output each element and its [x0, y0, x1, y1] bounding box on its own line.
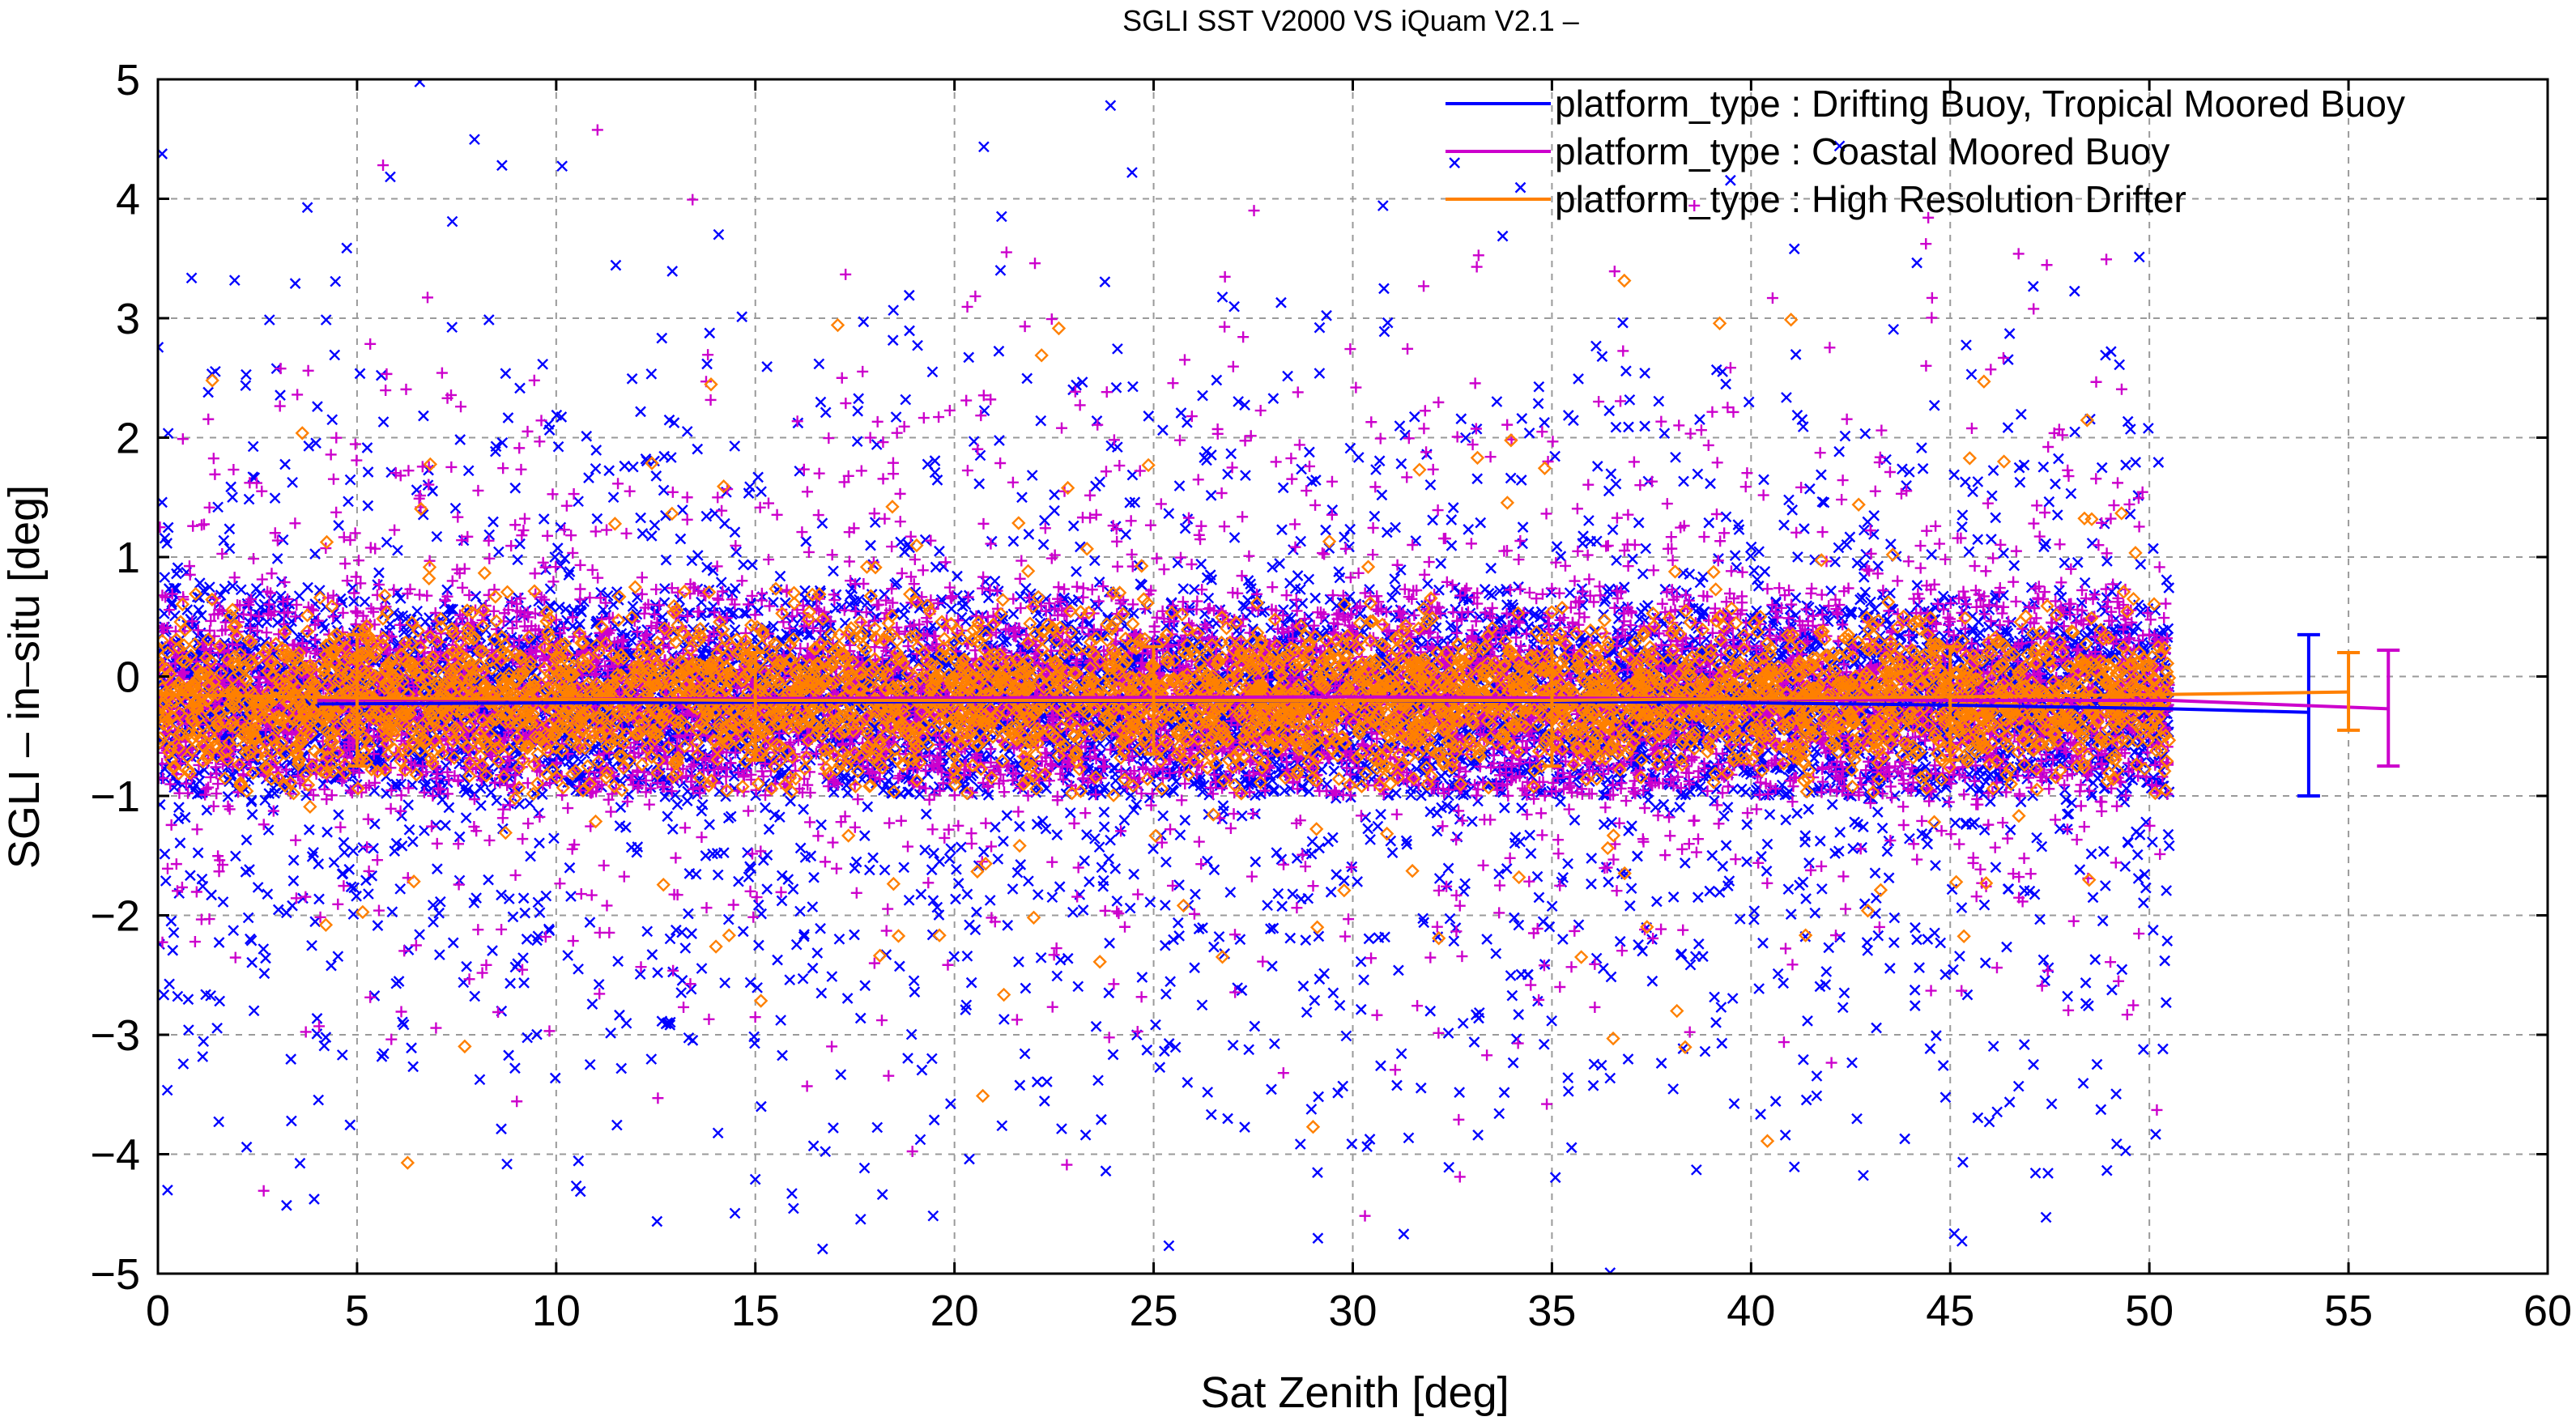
- data-point: [250, 583, 262, 594]
- data-point: [1390, 787, 1402, 799]
- data-point: [1464, 607, 1476, 619]
- data-point: [1735, 783, 1748, 795]
- data-point: [194, 592, 206, 603]
- data-point: [235, 584, 247, 596]
- data-point: [1007, 608, 1020, 620]
- data-point: [359, 596, 371, 608]
- data-point: [302, 581, 313, 594]
- data-point: [1383, 789, 1394, 801]
- data-point: [1177, 583, 1190, 594]
- data-point: [470, 590, 482, 602]
- data-point: [879, 589, 890, 600]
- chart-title: SGLI SST V2000 VS iQuam V2.1 –: [1122, 4, 1579, 37]
- scatter-points: [158, 79, 2177, 1274]
- data-point: [946, 603, 957, 615]
- data-point: [1564, 587, 1576, 599]
- data-point: [1203, 592, 1215, 604]
- data-point: [411, 605, 423, 617]
- data-point: [1754, 626, 1766, 638]
- data-point: [485, 786, 497, 798]
